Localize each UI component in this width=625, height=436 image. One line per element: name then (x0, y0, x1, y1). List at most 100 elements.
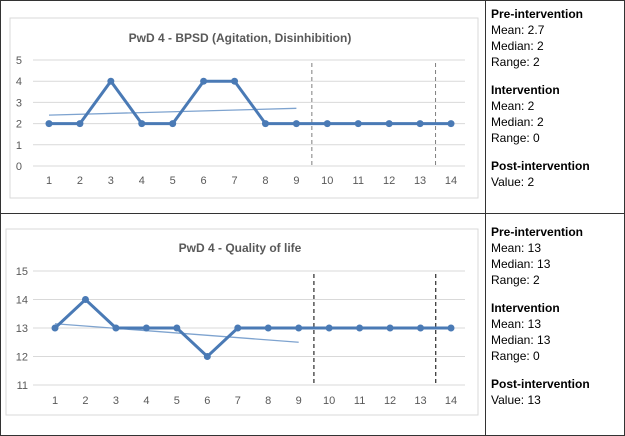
data-point (264, 324, 272, 332)
data-point (173, 324, 181, 332)
phase-heading: Intervention (491, 301, 560, 315)
data-point (292, 120, 300, 128)
x-tick-label: 7 (231, 175, 237, 187)
stat-line: Mean: 2.7 (491, 23, 545, 37)
data-point (261, 120, 269, 128)
data-point (76, 120, 84, 128)
x-tick-label: 5 (174, 395, 180, 407)
data-point (45, 120, 53, 128)
data-point (51, 324, 59, 332)
stat-line: Median: 2 (491, 39, 544, 53)
y-tick-label: 0 (16, 161, 22, 173)
y-tick-label: 1 (16, 140, 22, 152)
data-point (107, 77, 115, 85)
x-tick-label: 8 (262, 175, 268, 187)
x-tick-label: 7 (235, 395, 241, 407)
x-tick-label: 12 (383, 175, 395, 187)
data-point (323, 120, 331, 128)
y-tick-label: 14 (16, 295, 28, 307)
x-tick-label: 1 (52, 395, 58, 407)
chart-area (5, 228, 479, 416)
x-tick-label: 11 (354, 395, 365, 407)
x-tick-label: 6 (201, 175, 207, 187)
x-tick-label: 4 (139, 175, 145, 187)
x-tick-label: 1 (46, 175, 52, 187)
data-line (49, 78, 451, 126)
x-tick-label: 10 (323, 395, 335, 407)
x-tick-label: 11 (353, 175, 364, 187)
x-tick-label: 14 (445, 175, 457, 187)
x-tick-label: 2 (77, 175, 83, 187)
column-divider (485, 0, 486, 436)
quality-of-life-stats: Pre-intervention Mean: 13 Median: 13 Range:… (491, 224, 590, 408)
x-tick-label: 14 (445, 395, 457, 407)
stat-line: Value: 2 (491, 175, 535, 189)
spacer (491, 70, 590, 82)
data-point (386, 324, 394, 332)
data-point (325, 324, 333, 332)
x-tick-label: 10 (321, 175, 333, 187)
data-point (142, 324, 150, 332)
x-tick-label: 5 (170, 175, 176, 187)
spacer (491, 146, 590, 158)
y-tick-label: 12 (16, 352, 28, 364)
data-point (234, 324, 242, 332)
data-line (53, 297, 451, 359)
x-tick-label: 3 (113, 395, 119, 407)
data-point (447, 120, 455, 128)
bpsd-chart: PwD 4 - BPSD (Agitation, Disinhibition) 0… (9, 17, 479, 199)
data-point (417, 324, 425, 332)
x-tick-label: 2 (82, 395, 88, 407)
stat-line: Range: 0 (491, 131, 540, 145)
x-tick-label: 13 (414, 395, 426, 407)
spacer (491, 364, 590, 376)
stat-line: Median: 13 (491, 333, 551, 347)
y-tick-label: 15 (16, 266, 28, 278)
stat-line: Median: 13 (491, 257, 551, 271)
stat-line: Median: 2 (491, 115, 544, 129)
row-divider (0, 213, 625, 214)
data-point (231, 77, 239, 85)
chart-title: PwD 4 - Quality of life (179, 241, 302, 255)
data-point (81, 296, 89, 303)
stat-line: Value: 13 (491, 393, 541, 407)
y-tick-label: 4 (16, 76, 22, 88)
chart-area (9, 17, 479, 199)
data-point (416, 120, 424, 128)
data-point (354, 120, 362, 128)
data-point (200, 77, 208, 85)
phase-heading: Post-intervention (491, 159, 590, 173)
data-point (356, 324, 364, 332)
stat-line: Mean: 13 (491, 317, 542, 331)
stat-line: Range: 2 (491, 273, 540, 287)
phase-heading: Intervention (491, 83, 560, 97)
x-tick-label: 6 (204, 395, 210, 407)
y-tick-label: 2 (16, 119, 22, 131)
stat-line: Mean: 2 (491, 99, 535, 113)
y-tick-label: 5 (16, 55, 22, 67)
phase-heading: Pre-intervention (491, 225, 584, 239)
bpsd-stats: Pre-intervention Mean: 2.7 Median: 2 Range:… (491, 6, 590, 190)
x-tick-label: 8 (265, 395, 271, 407)
phase-heading: Post-intervention (491, 377, 590, 391)
x-tick-label: 9 (293, 175, 299, 187)
trendline (54, 323, 299, 343)
x-tick-label: 13 (414, 175, 426, 187)
data-point (295, 324, 303, 332)
data-point (203, 353, 211, 360)
y-tick-label: 13 (16, 323, 28, 335)
x-tick-label: 9 (296, 395, 302, 407)
data-point (112, 324, 120, 332)
stat-line: Range: 0 (491, 349, 540, 363)
spacer (491, 288, 590, 300)
stat-line: Mean: 13 (491, 241, 542, 255)
data-point (385, 120, 393, 128)
data-point (138, 120, 146, 128)
chart-title: PwD 4 - BPSD (Agitation, Disinhibition) (129, 31, 352, 45)
phase-heading: Pre-intervention (491, 7, 584, 21)
data-point (447, 324, 455, 332)
y-tick-label: 11 (17, 380, 28, 392)
x-tick-label: 12 (384, 395, 396, 407)
data-point (169, 120, 177, 128)
